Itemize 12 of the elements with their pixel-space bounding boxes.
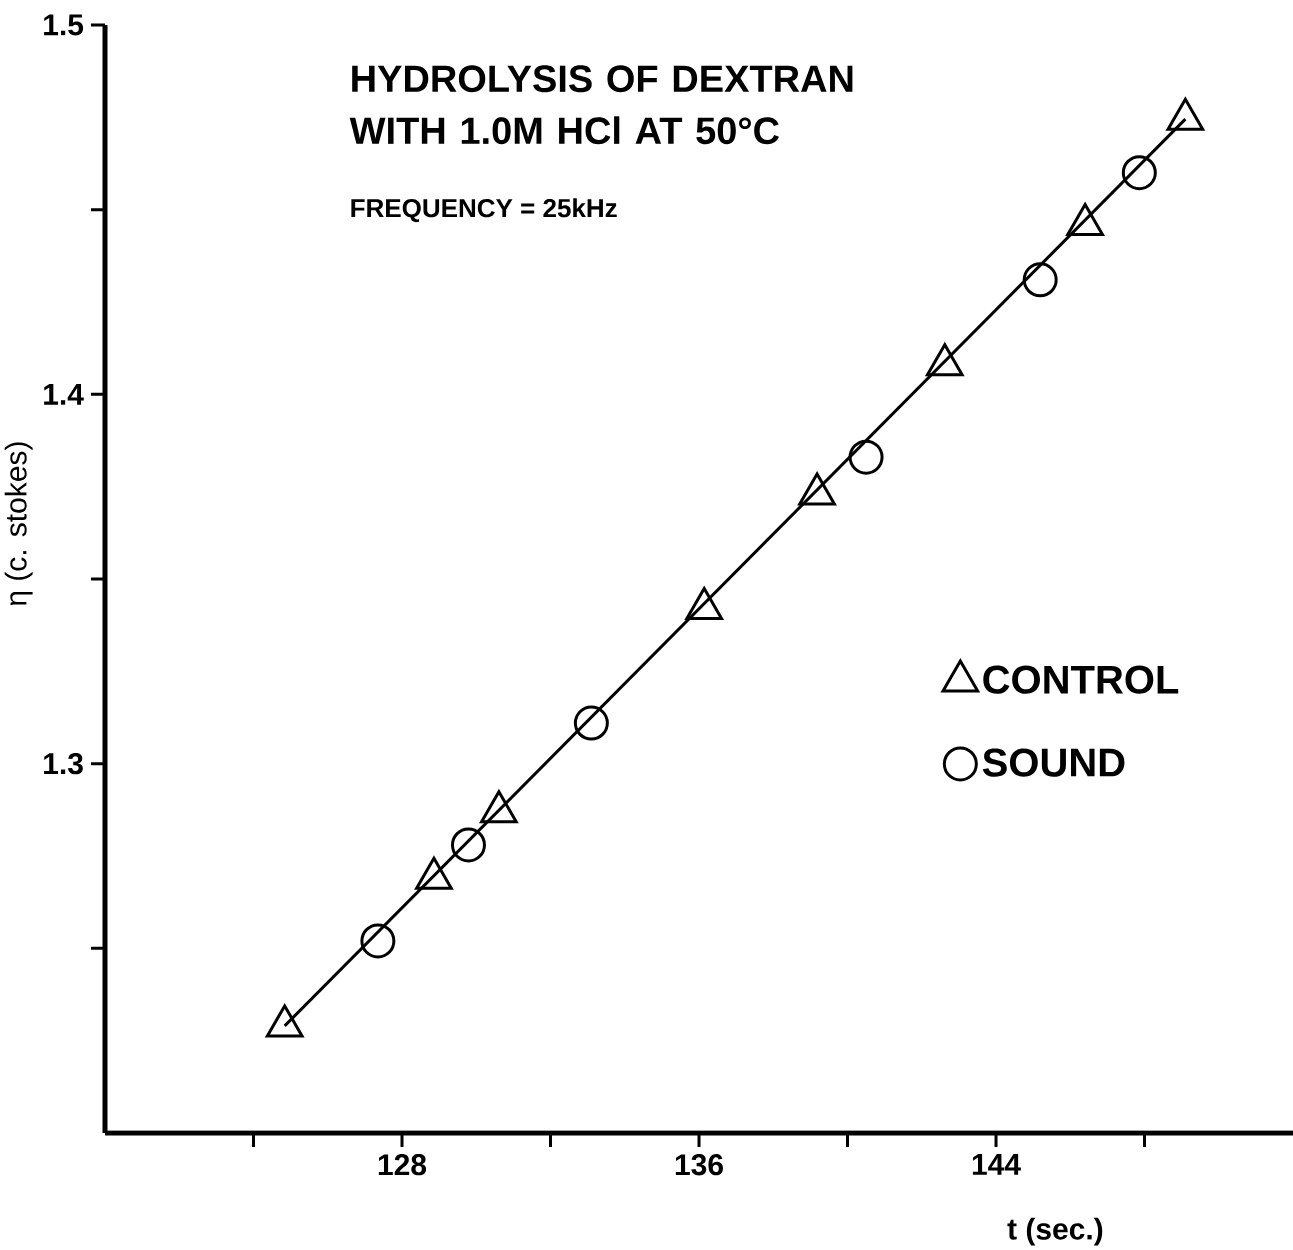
- y-axis-title: η (c. stokes): [4, 442, 33, 606]
- y-tick-label: 1.5: [44, 14, 84, 36]
- legend-label: SOUND: [982, 748, 1125, 777]
- x-tick-label: 144: [972, 1154, 1021, 1175]
- legend-label: CONTROL: [983, 665, 1179, 694]
- y-tick-label: 1.4: [44, 384, 84, 405]
- x-tick-label: 136: [675, 1154, 723, 1176]
- x-axis-title: t (sec.): [1007, 1217, 1103, 1246]
- text: FREQUENCY = 25kHz: [351, 198, 617, 223]
- x-tick-label: 128: [378, 1154, 427, 1176]
- y-tick-label: 1.3: [44, 753, 83, 775]
- text: HYDROLYSIS OF DEXTRAN WITH 1.0M HCl AT 50°C: [349, 65, 853, 145]
